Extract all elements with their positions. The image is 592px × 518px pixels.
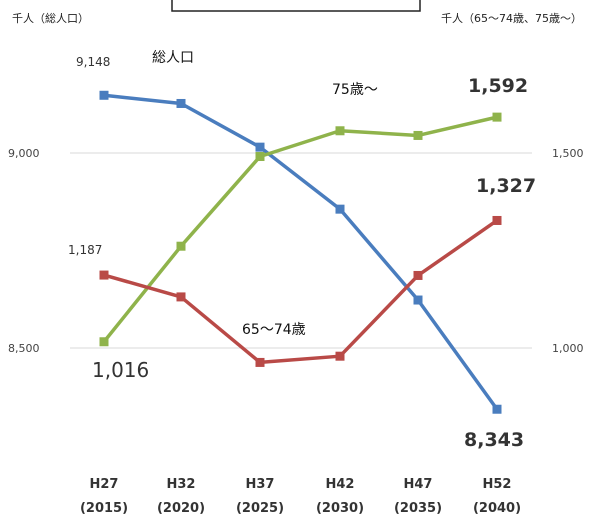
- data-point-marker: [492, 404, 502, 414]
- x-category-year: (2025): [236, 501, 284, 516]
- x-axis-categories: H27 (2015) H32 (2020) H37 (2025) H42 (2030) H47 (…: [80, 477, 521, 516]
- data-label-6574-2040: 1,327: [476, 175, 536, 197]
- x-category-year: (2030): [316, 501, 364, 516]
- data-point-marker: [413, 270, 423, 280]
- right-tick-label: 1,000: [552, 342, 584, 355]
- right-tick-label: 1,500: [552, 147, 584, 160]
- data-point-marker: [492, 215, 502, 225]
- data-point-marker: [413, 130, 423, 140]
- series-line-0: [103, 93, 499, 411]
- x-category-year: (2035): [394, 501, 442, 516]
- x-category-era: H32: [167, 477, 196, 492]
- data-point-marker: [255, 142, 265, 152]
- right-axis-unit: 千人（65〜74歳、75歳〜）: [441, 12, 582, 25]
- x-category-year: (2015): [80, 501, 128, 516]
- data-point-marker: [255, 152, 265, 162]
- data-point-marker: [255, 357, 265, 367]
- series-label-75plus: 75歳〜: [332, 82, 378, 98]
- left-tick-label: 8,500: [8, 342, 40, 355]
- x-category-era: H47: [404, 477, 433, 492]
- data-point-marker: [492, 112, 502, 122]
- data-label-75plus-2040: 1,592: [468, 75, 528, 97]
- data-point-marker: [335, 126, 345, 136]
- left-tick-label: 9,000: [8, 147, 40, 160]
- axis-ticks: 9,000 8,500 1,500 1,000: [8, 147, 584, 355]
- gridlines: [70, 152, 532, 349]
- series-line-2: [103, 219, 498, 365]
- series-label-total: 総人口: [152, 50, 194, 66]
- data-point-marker: [176, 292, 186, 302]
- data-point-marker: [176, 98, 186, 108]
- x-category-era: H52: [483, 477, 512, 492]
- data-point-marker: [99, 270, 109, 280]
- data-label-75plus-2015: 1,016: [92, 358, 149, 382]
- x-category-era: H42: [326, 477, 355, 492]
- data-label-6574-2015: 1,187: [68, 243, 102, 257]
- data-point-marker: [335, 351, 345, 361]
- series-line-1: [102, 115, 498, 343]
- data-point-marker: [176, 241, 186, 251]
- x-category-year: (2020): [157, 501, 205, 516]
- x-category-year: (2040): [473, 501, 521, 516]
- data-point-marker: [335, 204, 345, 214]
- x-category-era: H27: [90, 477, 119, 492]
- data-label-total-2015: 9,148: [76, 55, 110, 69]
- data-point-marker: [99, 337, 109, 347]
- data-point-marker: [99, 90, 109, 100]
- data-label-total-2040: 8,343: [464, 429, 524, 451]
- data-point-marker: [413, 295, 423, 305]
- series-lines: [99, 90, 502, 414]
- x-category-era: H37: [246, 477, 275, 492]
- header-box: [171, 0, 421, 12]
- left-axis-unit: 千人（総人口）: [12, 11, 89, 25]
- series-label-65-74: 65〜74歳: [242, 322, 306, 338]
